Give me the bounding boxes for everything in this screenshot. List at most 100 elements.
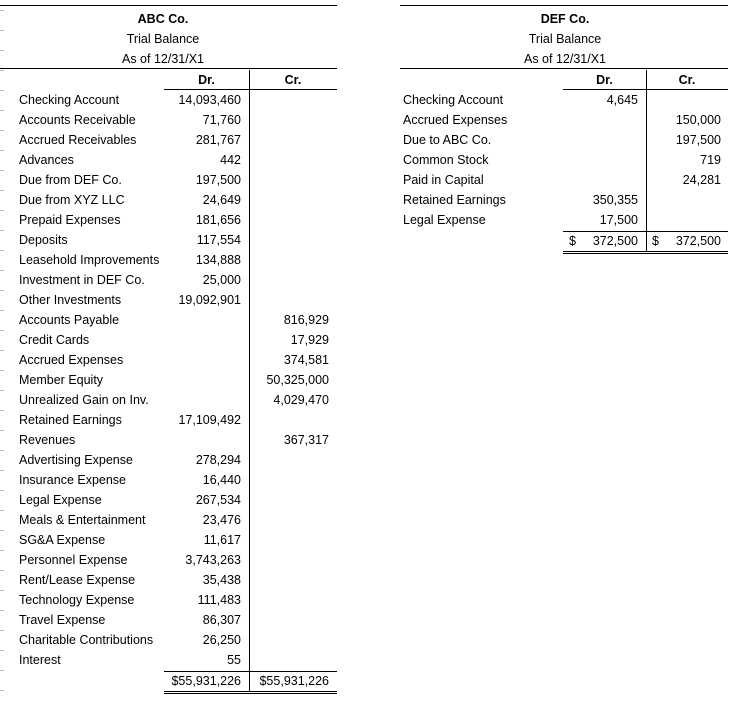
credit-amount: 374,581: [283, 353, 329, 367]
credit-total: $55,931,226: [259, 674, 329, 688]
account-name: Interest: [19, 653, 61, 667]
gridline: [0, 630, 4, 631]
account-name: Credit Cards: [19, 333, 90, 347]
account-name: Travel Expense: [19, 613, 106, 627]
gridline: [0, 530, 4, 531]
debit-amount: 71,760: [202, 113, 241, 127]
debit-amount: 11,617: [203, 533, 241, 547]
account-name: Technology Expense: [19, 593, 135, 607]
credit-amount: 367,317: [283, 433, 329, 447]
debit-amount: 111,483: [197, 593, 241, 607]
account-name: Paid in Capital: [403, 173, 484, 187]
rule: [400, 68, 728, 69]
account-name: Deposits: [19, 233, 68, 247]
credit-amount: 816,929: [283, 313, 329, 327]
gridline: [0, 390, 4, 391]
credit-total: 372,500: [675, 234, 721, 248]
rule: [563, 253, 728, 254]
gridline: [0, 10, 4, 11]
account-name: Meals & Entertainment: [19, 513, 146, 527]
gridline: [0, 470, 4, 471]
table-subtitle: Trial Balance: [126, 32, 200, 46]
rule: [563, 231, 728, 232]
account-name: Due to ABC Co.: [403, 133, 492, 147]
gridline: [0, 270, 4, 271]
debit-amount: 55: [227, 653, 241, 667]
gridline: [0, 450, 4, 451]
gridline: [0, 150, 4, 151]
debit-amount: 181,656: [195, 213, 241, 227]
column-header: Cr.: [284, 73, 302, 87]
account-name: Retained Earnings: [403, 193, 506, 207]
debit-amount: 26,250: [202, 633, 241, 647]
debit-amount: 267,534: [195, 493, 241, 507]
debit-total: $55,931,226: [171, 674, 241, 688]
gridline: [0, 670, 4, 671]
debit-amount: 14,093,460: [178, 93, 241, 107]
table-title: ABC Co.: [137, 12, 189, 26]
gridline: [0, 50, 4, 51]
gridline: [0, 490, 4, 491]
rule: [400, 5, 728, 6]
gridline: [0, 350, 4, 351]
gridline: [0, 690, 4, 691]
debit-amount: 24,649: [202, 193, 241, 207]
gridline: [0, 570, 4, 571]
account-name: SG&A Expense: [19, 533, 106, 547]
account-name: Member Equity: [19, 373, 104, 387]
gridline: [0, 90, 4, 91]
account-name: Other Investments: [19, 293, 122, 307]
credit-amount: 17,929: [290, 333, 329, 347]
account-name: Accrued Expenses: [19, 353, 124, 367]
gridline: [0, 430, 4, 431]
table-title: DEF Co.: [540, 12, 590, 26]
gridline: [0, 650, 4, 651]
account-name: Due from XYZ LLC: [19, 193, 125, 207]
account-name: Retained Earnings: [19, 413, 122, 427]
account-name: Due from DEF Co.: [19, 173, 122, 187]
rule: [164, 671, 337, 672]
column-header: Cr.: [678, 73, 696, 87]
debit-amount: 17,109,492: [178, 413, 241, 427]
credit-amount: 150,000: [675, 113, 721, 127]
account-name: Prepaid Expenses: [19, 213, 121, 227]
rule: [164, 691, 337, 692]
rule: [164, 693, 337, 694]
debit-total: 372,500: [592, 234, 638, 248]
debit-amount: 4,645: [606, 93, 638, 107]
debit-amount: 86,307: [202, 613, 241, 627]
debit-amount: 442: [220, 153, 241, 167]
gridline: [0, 230, 4, 231]
column-header: Dr.: [596, 73, 613, 87]
column-header: Dr.: [198, 73, 215, 87]
account-name: Unrealized Gain on Inv.: [19, 393, 149, 407]
account-name: Personnel Expense: [19, 553, 128, 567]
gridline: [0, 330, 4, 331]
debit-amount: 17,500: [599, 213, 638, 227]
gridline: [0, 310, 4, 311]
account-name: Common Stock: [403, 153, 489, 167]
gridline: [0, 250, 4, 251]
account-name: Insurance Expense: [19, 473, 127, 487]
debit-amount: 25,000: [202, 273, 241, 287]
debit-amount: 134,888: [195, 253, 241, 267]
currency-symbol: $: [652, 234, 659, 248]
account-name: Charitable Contributions: [19, 633, 154, 647]
debit-amount: 35,438: [202, 573, 241, 587]
credit-amount: 4,029,470: [273, 393, 329, 407]
debit-amount: 197,500: [195, 173, 241, 187]
rule: [0, 5, 337, 6]
rule: [164, 89, 337, 90]
debit-amount: 117,554: [196, 233, 241, 247]
rule: [563, 251, 728, 252]
debit-amount: 281,767: [195, 133, 241, 147]
credit-amount: 719: [700, 153, 721, 167]
account-name: Accounts Payable: [19, 313, 120, 327]
account-name: Advertising Expense: [19, 453, 133, 467]
debit-amount: 19,092,901: [178, 293, 241, 307]
account-name: Leasehold Improvements: [19, 253, 160, 267]
gridline: [0, 410, 4, 411]
gridline: [0, 130, 4, 131]
debit-amount: 16,440: [202, 473, 241, 487]
